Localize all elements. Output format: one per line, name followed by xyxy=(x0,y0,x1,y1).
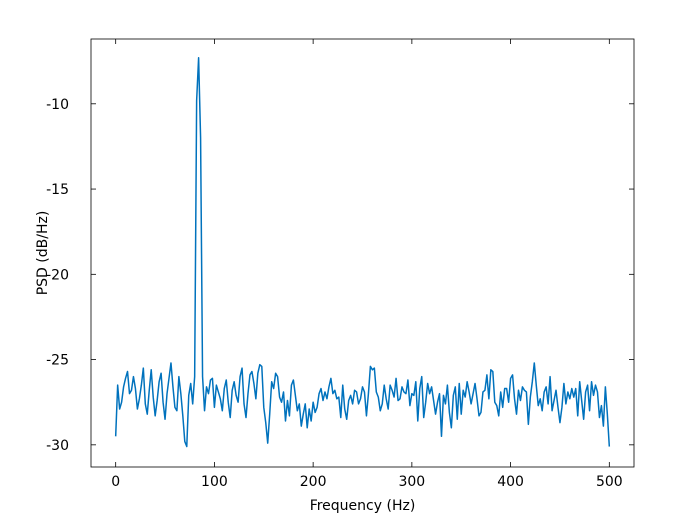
x-tick-label: 500 xyxy=(596,474,623,490)
y-axis-ticks: -30 -25 -20 -15 -10 xyxy=(46,97,634,454)
y-tick-label: -30 xyxy=(46,438,69,454)
x-tick-label: 300 xyxy=(398,474,425,490)
psd-series-line xyxy=(114,57,611,448)
y-axis-label: PSD (dB/Hz) xyxy=(35,211,51,296)
y-tick-label: -20 xyxy=(46,267,69,283)
y-tick-label: -15 xyxy=(46,182,69,198)
x-tick-label: 100 xyxy=(201,474,228,490)
axes-frame xyxy=(90,38,635,468)
x-tick-label: 0 xyxy=(111,474,120,490)
x-tick-label: 400 xyxy=(497,474,524,490)
y-tick-label: -10 xyxy=(46,97,69,113)
x-tick-label: 200 xyxy=(300,474,327,490)
y-tick-label: -25 xyxy=(46,353,69,369)
x-axis-label: Frequency (Hz) xyxy=(310,498,416,514)
x-axis-ticks: 0 100 200 300 400 500 xyxy=(111,39,623,490)
plot-area xyxy=(91,39,634,467)
